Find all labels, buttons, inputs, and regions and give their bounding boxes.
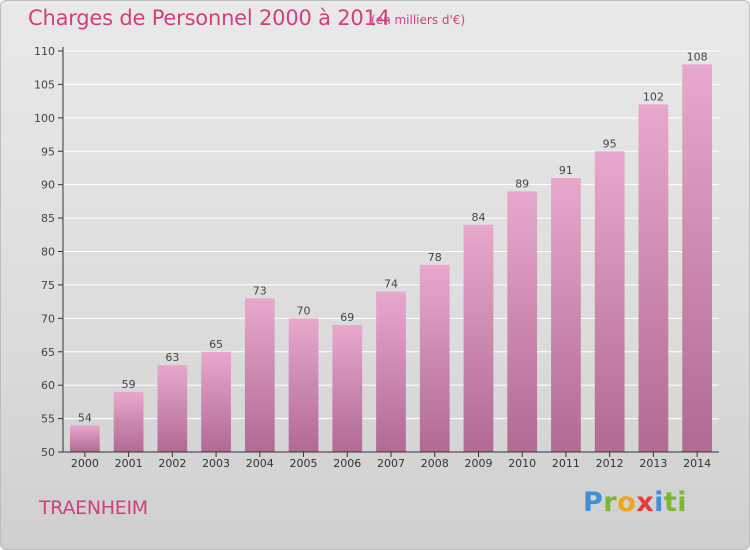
logo-letter: i xyxy=(654,487,664,518)
data-label: 54 xyxy=(78,411,92,424)
x-tick-label: 2010 xyxy=(508,457,536,470)
bar xyxy=(463,224,494,452)
y-tick-label: 70 xyxy=(41,312,55,325)
bar xyxy=(157,365,188,452)
chart-title: Charges de Personnel 2000 à 2014 xyxy=(28,6,390,30)
logo-letter: x xyxy=(636,487,655,518)
x-tick-label: 2013 xyxy=(639,457,667,470)
data-label: 108 xyxy=(687,50,708,63)
x-tick-label: 2006 xyxy=(333,457,361,470)
data-label: 63 xyxy=(165,351,179,364)
logo-letter: o xyxy=(617,487,637,518)
y-tick-label: 65 xyxy=(41,346,55,359)
data-label: 59 xyxy=(122,378,136,391)
x-tick-label: 2003 xyxy=(202,457,230,470)
x-tick-label: 2004 xyxy=(246,457,274,470)
bar xyxy=(682,64,713,452)
bar xyxy=(244,298,275,452)
bar xyxy=(376,291,406,452)
bar xyxy=(113,391,144,452)
x-tick-label: 2002 xyxy=(158,457,186,470)
data-label: 74 xyxy=(384,278,398,291)
y-tick-label: 80 xyxy=(41,246,55,259)
y-tick-label: 55 xyxy=(41,413,55,426)
data-label: 84 xyxy=(471,211,485,224)
data-label: 69 xyxy=(340,311,354,324)
logo-letter: r xyxy=(603,487,618,518)
x-tick-label: 2008 xyxy=(421,457,449,470)
bar xyxy=(551,177,581,452)
x-tick-label: 2014 xyxy=(683,457,711,470)
data-label: 95 xyxy=(603,137,617,150)
bar xyxy=(332,325,363,452)
y-tick-label: 105 xyxy=(34,78,55,91)
bar xyxy=(288,318,319,452)
bar xyxy=(638,104,669,452)
bar xyxy=(201,351,231,452)
data-label: 89 xyxy=(515,177,529,190)
data-label: 91 xyxy=(559,164,573,177)
x-tick-label: 2012 xyxy=(596,457,624,470)
y-tick-label: 50 xyxy=(41,446,55,459)
data-label: 73 xyxy=(253,284,267,297)
data-label: 70 xyxy=(297,304,311,317)
y-tick-label: 100 xyxy=(34,112,55,125)
x-tick-label: 2005 xyxy=(290,457,318,470)
bar xyxy=(69,425,100,452)
y-tick-label: 75 xyxy=(41,279,55,292)
x-tick-label: 2011 xyxy=(552,457,580,470)
y-tick-label: 90 xyxy=(41,179,55,192)
y-tick-label: 85 xyxy=(41,212,55,225)
x-tick-label: 2001 xyxy=(115,457,143,470)
bar xyxy=(419,264,450,452)
logo-letter: ti xyxy=(663,487,688,518)
chart-subtitle: (en milliers d'€) xyxy=(371,13,466,27)
y-tick-label: 110 xyxy=(34,45,55,58)
bar xyxy=(594,151,625,452)
y-tick-label: 95 xyxy=(41,145,55,158)
x-tick-label: 2000 xyxy=(71,457,99,470)
logo-letter: P xyxy=(583,487,604,518)
y-tick-label: 60 xyxy=(41,379,55,392)
x-tick-label: 2009 xyxy=(464,457,492,470)
data-label: 65 xyxy=(209,338,223,351)
data-label: 102 xyxy=(643,90,664,103)
town-name: TRAENHEIM xyxy=(39,497,148,519)
bar xyxy=(507,191,538,452)
data-label: 78 xyxy=(428,251,442,264)
x-tick-label: 2007 xyxy=(377,457,405,470)
proxiti-logo[interactable]: Proxiti xyxy=(583,487,687,518)
